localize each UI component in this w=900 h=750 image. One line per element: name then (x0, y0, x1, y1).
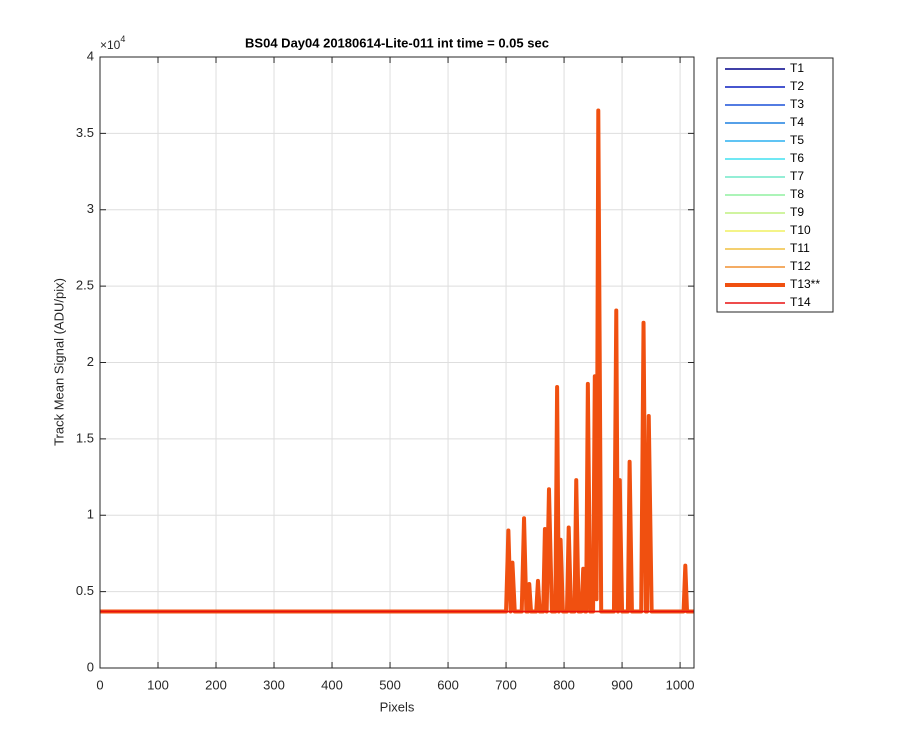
legend-label: T9 (790, 205, 804, 219)
y-tick-label: 1.5 (76, 430, 94, 445)
x-tick-label: 700 (495, 677, 517, 692)
y-axis-label: Track Mean Signal (ADU/pix) (51, 278, 66, 446)
legend-label: T5 (790, 133, 804, 147)
y-tick-label: 2.5 (76, 278, 94, 293)
y-tick-label: 1 (87, 507, 94, 522)
x-tick-label: 1000 (666, 677, 695, 692)
legend-label: T4 (790, 115, 804, 129)
x-tick-label: 500 (379, 677, 401, 692)
legend-label: T13** (790, 277, 820, 291)
x-tick-label: 600 (437, 677, 459, 692)
legend-box (716, 57, 834, 313)
legend-label: T2 (790, 79, 804, 93)
legend-label: T3 (790, 97, 804, 111)
y-multiplier: ×104 (100, 34, 125, 52)
x-axis-label: Pixels (380, 699, 415, 714)
legend-label: T14 (790, 295, 811, 309)
chart-title: BS04 Day04 20180614-Lite-011 int time = … (245, 35, 549, 50)
legend-label: T10 (790, 223, 811, 237)
y-tick-label: 0 (87, 659, 94, 674)
y-tick-label: 3 (87, 201, 94, 216)
legend-label: T6 (790, 151, 804, 165)
legend: T1 T2 T3 T4 T5 T6 T7 T8 T9 T10 T11 T12 T13** T14 (716, 57, 834, 313)
y-multiplier-power: 4 (120, 34, 125, 44)
x-tick-label: 800 (553, 677, 575, 692)
legend-label: T12 (790, 259, 811, 273)
x-tick-label: 200 (205, 677, 227, 692)
plot-box (99, 56, 695, 669)
y-tick-label: 4 (87, 48, 94, 63)
x-tick-label: 300 (263, 677, 285, 692)
legend-label: T8 (790, 187, 804, 201)
y-tick-label: 2 (87, 354, 94, 369)
x-tick-label: 100 (147, 677, 169, 692)
x-tick-label: 900 (611, 677, 633, 692)
y-tick-label: 3.5 (76, 125, 94, 140)
legend-label: T11 (790, 241, 810, 255)
legend-label: T7 (790, 169, 804, 183)
y-tick-label: 0.5 (76, 583, 94, 598)
y-multiplier-base: ×10 (100, 38, 121, 52)
x-tick-label: 400 (321, 677, 343, 692)
legend-label: T1 (790, 61, 804, 75)
x-tick-label: 0 (96, 677, 103, 692)
